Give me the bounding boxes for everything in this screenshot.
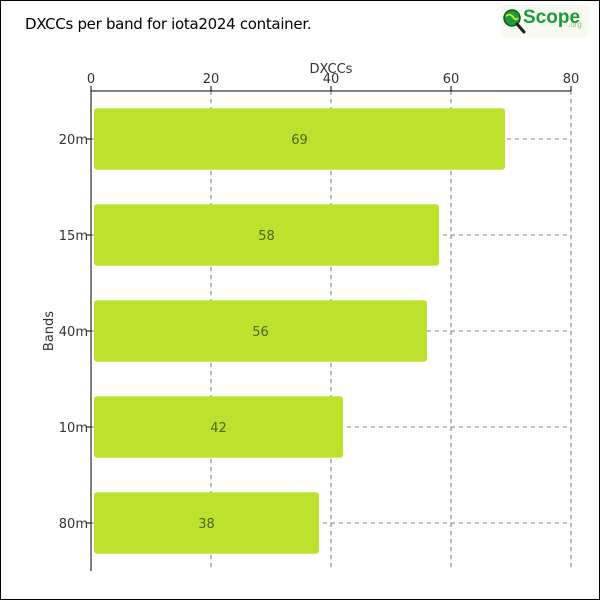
- x-tick-label: 80: [563, 72, 580, 87]
- y-tick-label: 10m: [59, 421, 88, 436]
- chart-title: DXCCs per band for iota2024 container.: [25, 15, 312, 33]
- bar: [94, 108, 505, 170]
- logo-suffix: .org: [568, 20, 582, 29]
- y-tick-label: 40m: [59, 325, 88, 340]
- axes-layer: 0 20 40 60 80 20m 15m 40m 10m 80m: [59, 72, 579, 571]
- x-tick-label: 60: [443, 72, 460, 87]
- bar: [94, 396, 343, 458]
- x-tick-label: 20: [203, 72, 220, 87]
- y-tick-label: 80m: [59, 517, 88, 532]
- logo: Scope .org: [501, 5, 589, 37]
- bar: [94, 204, 439, 266]
- bar-value-label: 56: [252, 325, 269, 340]
- bar-value-label: 38: [198, 517, 215, 532]
- bars-layer: 69 58 56 42 38: [94, 108, 505, 554]
- bar: [94, 492, 319, 554]
- x-tick-label: 0: [87, 72, 95, 87]
- bar-value-label: 58: [258, 229, 275, 244]
- logo-text: Scope: [523, 7, 581, 28]
- bar: [94, 300, 427, 362]
- bar-value-label: 42: [210, 421, 227, 436]
- x-axis-title: DXCCs: [310, 62, 353, 77]
- y-tick-label: 15m: [59, 229, 88, 244]
- y-tick-label: 20m: [59, 133, 88, 148]
- x-tick-label: 40: [323, 72, 340, 87]
- y-axis-title: Bands: [42, 311, 57, 351]
- bar-value-label: 69: [291, 133, 308, 148]
- magnifier-globe-icon: [503, 9, 526, 34]
